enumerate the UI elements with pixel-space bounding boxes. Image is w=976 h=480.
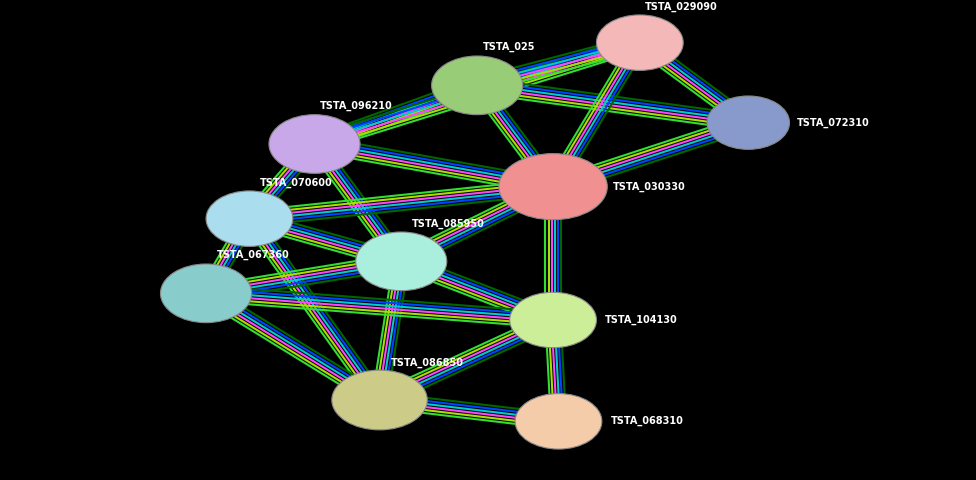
Text: TSTA_070600: TSTA_070600 xyxy=(261,178,333,188)
Text: TSTA_029090: TSTA_029090 xyxy=(645,1,718,12)
Text: TSTA_086850: TSTA_086850 xyxy=(390,358,464,368)
Ellipse shape xyxy=(596,15,683,71)
Text: TSTA_068310: TSTA_068310 xyxy=(611,416,683,426)
Ellipse shape xyxy=(499,154,607,220)
Ellipse shape xyxy=(332,370,427,430)
Ellipse shape xyxy=(707,96,790,149)
Ellipse shape xyxy=(160,264,252,323)
Ellipse shape xyxy=(509,292,596,348)
Text: TSTA_072310: TSTA_072310 xyxy=(797,118,870,128)
Text: TSTA_085950: TSTA_085950 xyxy=(412,219,485,229)
Ellipse shape xyxy=(515,394,602,449)
Ellipse shape xyxy=(206,191,293,246)
Text: TSTA_025: TSTA_025 xyxy=(482,42,535,52)
Text: TSTA_096210: TSTA_096210 xyxy=(320,101,392,111)
Ellipse shape xyxy=(269,115,360,173)
Ellipse shape xyxy=(431,56,523,115)
Text: TSTA_067360: TSTA_067360 xyxy=(217,250,290,260)
Text: TSTA_030330: TSTA_030330 xyxy=(613,181,685,192)
Ellipse shape xyxy=(355,232,447,291)
Text: TSTA_104130: TSTA_104130 xyxy=(605,315,678,325)
